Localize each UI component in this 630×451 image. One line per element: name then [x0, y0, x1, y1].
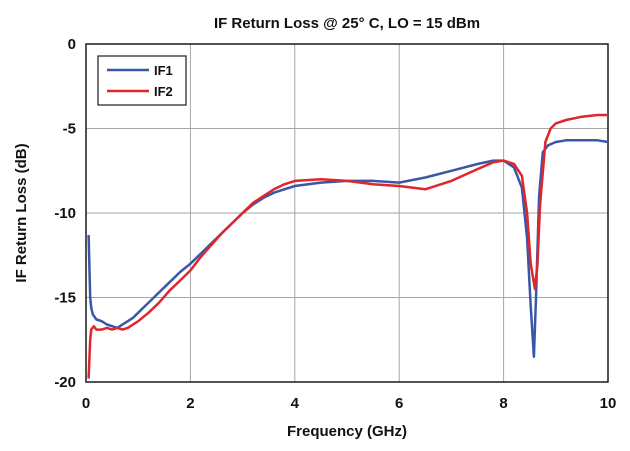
- x-tick-label: 0: [82, 395, 90, 412]
- legend: IF1 IF2: [97, 55, 187, 106]
- y-tick-label: -5: [63, 121, 76, 138]
- chart-title: IF Return Loss @ 25° C, LO = 15 dBm: [214, 15, 480, 32]
- x-tick-labels: 0 2 4 6 8 10: [82, 395, 617, 412]
- x-tick-label: 6: [395, 395, 403, 412]
- y-tick-label: -15: [54, 290, 76, 307]
- x-tick-label: 10: [600, 395, 617, 412]
- x-tick-label: 2: [186, 395, 194, 412]
- y-axis-title: IF Return Loss (dB): [13, 143, 30, 282]
- series-line-if2: [87, 113, 608, 379]
- y-tick-label: -20: [54, 374, 76, 391]
- x-tick-label: 4: [291, 395, 300, 412]
- legend-box: [97, 55, 187, 106]
- plot-area: [85, 43, 609, 383]
- y-tick-label: -10: [54, 205, 76, 222]
- series-line-if1: [87, 139, 609, 358]
- y-tick-labels: 0 -5 -10 -15 -20: [54, 36, 76, 391]
- grid: [86, 44, 608, 382]
- y-tick-label: 0: [68, 36, 76, 53]
- legend-label-if1: IF1: [154, 63, 173, 78]
- legend-label-if2: IF2: [154, 84, 173, 99]
- series-layer: [87, 113, 609, 379]
- x-axis-title: Frequency (GHz): [287, 423, 407, 440]
- x-tick-label: 8: [499, 395, 507, 412]
